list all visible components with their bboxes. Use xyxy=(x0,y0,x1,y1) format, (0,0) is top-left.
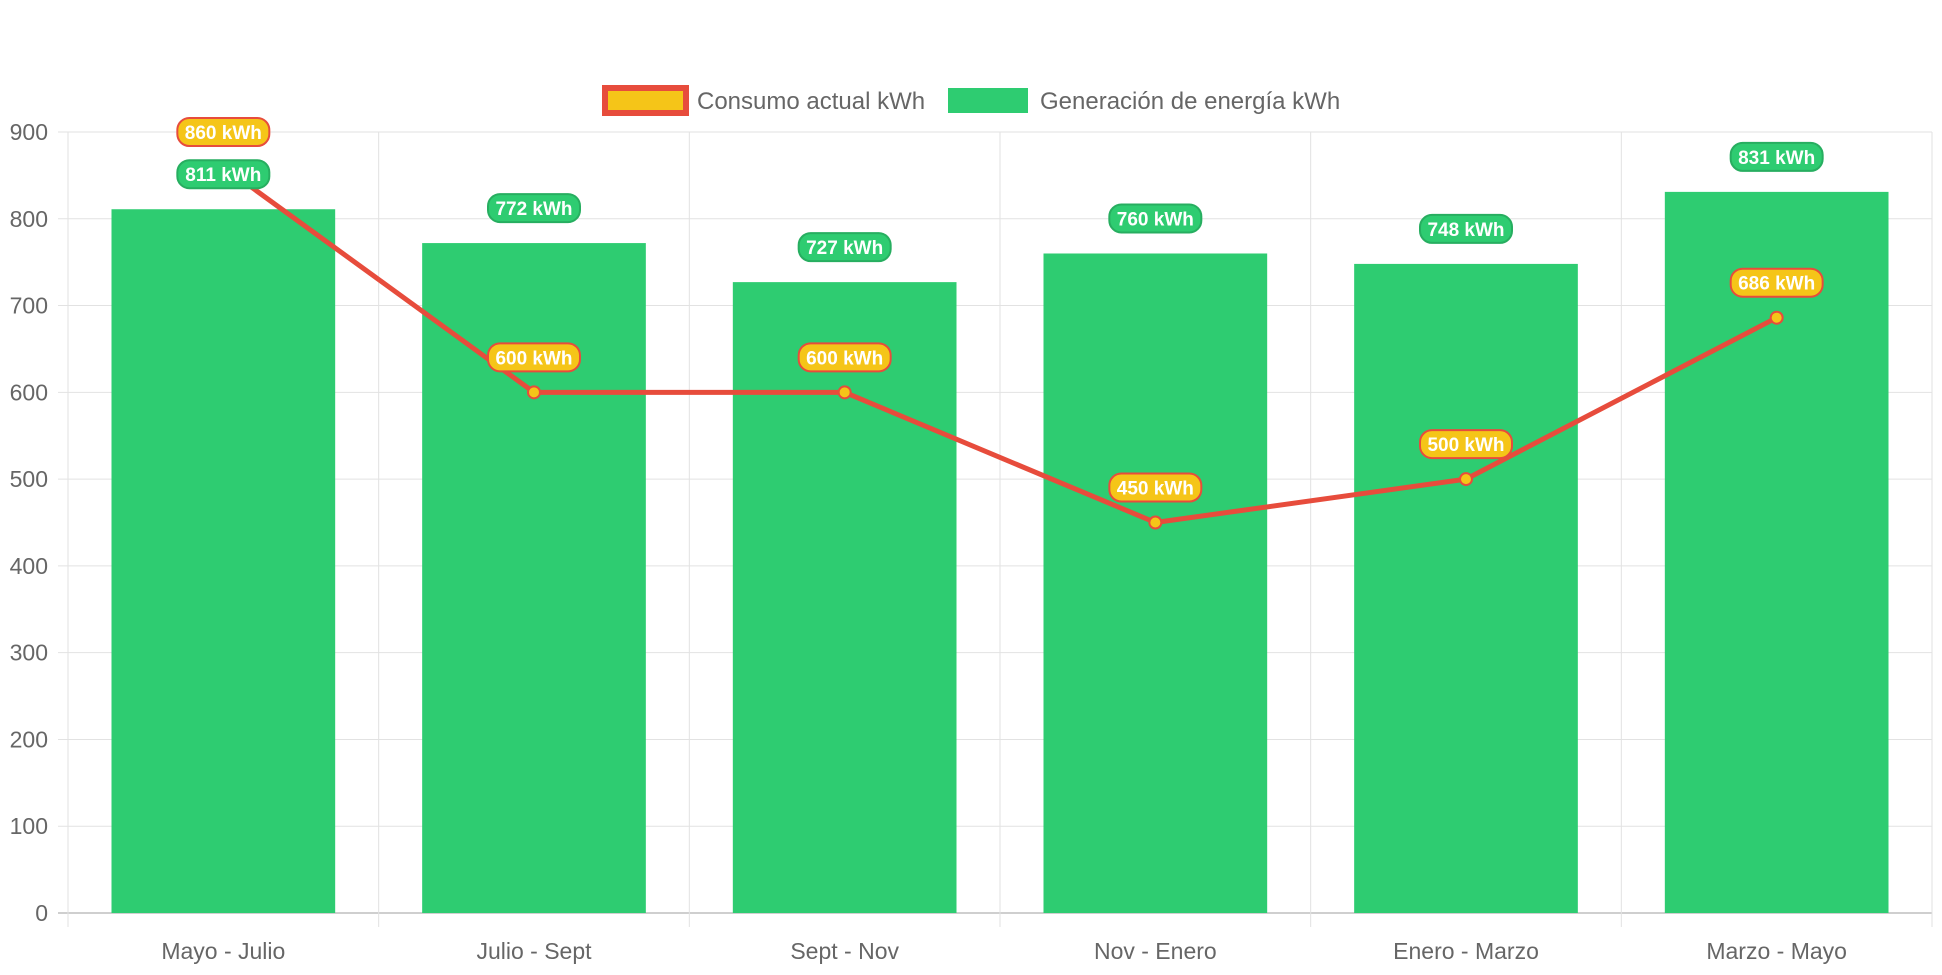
y-tick-label: 600 xyxy=(10,379,48,405)
line-data-label-text: 686 kWh xyxy=(1738,274,1815,295)
line-point[interactable] xyxy=(1459,472,1473,487)
bar-data-label-bg xyxy=(1108,203,1203,234)
y-tick-label: 100 xyxy=(10,813,48,839)
y-tick-label: 200 xyxy=(10,726,48,752)
bar-data-label: 748 kWh xyxy=(1419,213,1513,244)
y-tick-label: 300 xyxy=(10,640,48,666)
bar-data-label: 811 kWh xyxy=(176,159,271,190)
line-data-label-bg xyxy=(1729,267,1824,298)
bar[interactable] xyxy=(1664,191,1889,914)
bar-data-label-text: 760 kWh xyxy=(1117,209,1194,230)
bar-data-label-text: 727 kWh xyxy=(806,238,883,259)
legend-label-generacion: Generación de energía kWh xyxy=(1040,88,1340,115)
line-data-label-text: 600 kWh xyxy=(495,348,572,369)
legend[interactable]: Consumo actual kWh Generación de energía… xyxy=(602,85,1340,116)
bar-data-label-bg xyxy=(797,232,892,263)
line-data-label-bg xyxy=(176,117,271,147)
line-data-label-bg xyxy=(1419,429,1513,460)
y-tick-label: 0 xyxy=(35,900,48,926)
y-tick-label: 800 xyxy=(10,206,48,232)
bar-series xyxy=(111,191,1889,914)
line-data-label-bg xyxy=(797,342,892,373)
line-data-label-text: 500 kWh xyxy=(1427,435,1504,456)
bar-data-label-text: 772 kWh xyxy=(495,199,572,220)
axes: 0 100 200 300 400 500 600 700 800 900 Mayo - Julio… xyxy=(10,119,1847,964)
line-data-label: 500 kWh xyxy=(1419,429,1513,460)
y-tick-label: 500 xyxy=(10,466,48,492)
line-data-label: 600 kWh xyxy=(797,342,892,373)
line-data-label-bg xyxy=(1108,472,1203,503)
bar-data-label: 772 kWh xyxy=(487,193,581,224)
y-tick-label: 700 xyxy=(10,293,48,319)
x-tick-label: Enero - Marzo xyxy=(1393,938,1539,964)
y-tick-label: 400 xyxy=(10,553,48,579)
line-point[interactable] xyxy=(837,385,852,400)
line-point[interactable] xyxy=(1769,310,1784,325)
line-data-label-bg xyxy=(487,342,581,373)
bar[interactable] xyxy=(111,209,336,913)
x-tick-label: Sept - Nov xyxy=(790,938,899,964)
bar-data-label: 831 kWh xyxy=(1729,141,1824,172)
x-tick-label: Mayo - Julio xyxy=(161,938,285,964)
line-data-label-text: 860 kWh xyxy=(185,123,262,144)
bar[interactable] xyxy=(732,282,957,913)
legend-swatch-consumo xyxy=(602,85,689,116)
bar-data-label-bg xyxy=(1419,213,1513,244)
series-line xyxy=(220,164,1780,525)
bar-data-label-text: 748 kWh xyxy=(1427,220,1504,241)
line-data-label: 860 kWh xyxy=(176,117,271,147)
bar[interactable] xyxy=(1354,263,1578,913)
line-point[interactable] xyxy=(527,385,541,400)
bar-data-label-bg xyxy=(1729,141,1824,172)
data-labels: 811 kWh 772 kWh 727 kWh 760 kWh 748 kWh 831 k… xyxy=(176,117,1824,503)
bar-data-label-text: 811 kWh xyxy=(185,165,261,186)
bar-data-label-text: 831 kWh xyxy=(1738,148,1815,169)
line-data-label-text: 450 kWh xyxy=(1117,479,1194,500)
bar-data-label: 760 kWh xyxy=(1108,203,1203,234)
legend-swatch-generacion xyxy=(948,88,1028,113)
legend-item-generacion[interactable]: Generación de energía kWh xyxy=(948,88,1340,115)
line-data-label: 450 kWh xyxy=(1108,472,1203,503)
line-data-label: 600 kWh xyxy=(487,342,581,373)
x-tick-label: Marzo - Mayo xyxy=(1706,938,1847,964)
x-tick-label: Nov - Enero xyxy=(1094,938,1217,964)
bar[interactable] xyxy=(1043,253,1268,913)
legend-label-consumo: Consumo actual kWh xyxy=(697,88,925,115)
grid xyxy=(58,131,1933,927)
bar-data-label: 727 kWh xyxy=(797,232,892,263)
x-tick-label: Julio - Sept xyxy=(476,938,592,964)
line-data-label: 686 kWh xyxy=(1729,267,1824,298)
legend-item-consumo[interactable]: Consumo actual kWh xyxy=(602,85,925,116)
line-data-label-text: 600 kWh xyxy=(806,348,883,369)
bar-data-label-bg xyxy=(487,193,581,224)
y-tick-label: 900 xyxy=(10,119,48,145)
line-point[interactable] xyxy=(1148,515,1163,530)
bar-data-label-bg xyxy=(176,159,271,190)
